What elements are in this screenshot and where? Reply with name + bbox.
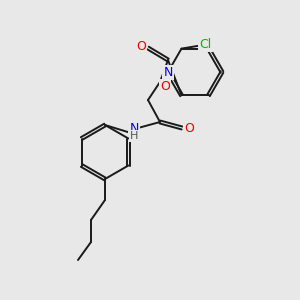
Text: N: N (163, 65, 173, 79)
Text: Cl: Cl (200, 38, 211, 51)
Text: O: O (160, 80, 170, 92)
Text: N: N (129, 122, 139, 134)
Text: O: O (136, 40, 146, 52)
Text: O: O (184, 122, 194, 136)
Text: H: H (130, 131, 138, 141)
